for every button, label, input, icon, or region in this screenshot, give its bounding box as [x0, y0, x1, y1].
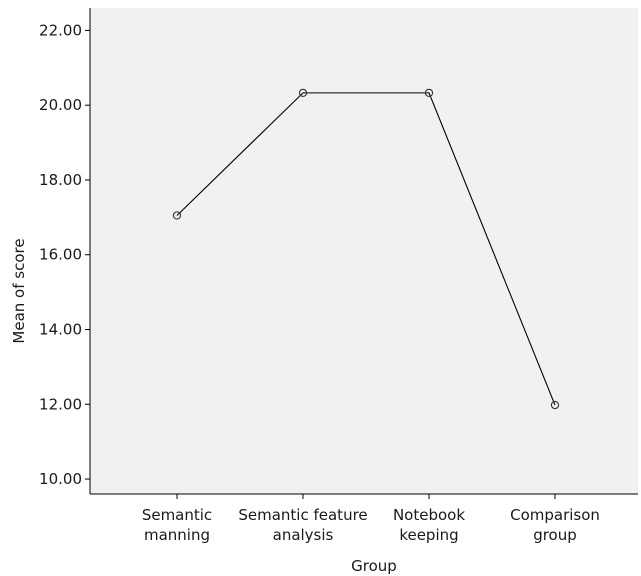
x-category-label: Semantic feature analysis: [238, 506, 367, 544]
series-group: [172, 88, 560, 410]
data-point: [550, 400, 560, 410]
y-tick-label: 22.00: [39, 21, 82, 39]
data-point: [298, 88, 308, 98]
y-axis-title: Mean of score: [10, 238, 28, 343]
x-category-label-line: analysis: [273, 526, 334, 544]
y-tick-label: 16.00: [39, 246, 82, 264]
x-axis-title: Group: [351, 557, 397, 575]
x-category-label-line: Comparison: [510, 506, 600, 524]
x-category-label-line: Semantic: [142, 506, 212, 524]
x-category-label-line: Semantic feature: [238, 506, 367, 524]
x-category-label-line: Notebook: [393, 506, 465, 524]
y-tick-label: 20.00: [39, 96, 82, 114]
y-tick-label: 10.00: [39, 470, 82, 488]
x-category-label-line: manning: [144, 526, 210, 544]
data-point: [172, 211, 182, 220]
y-tick-label: 18.00: [39, 171, 82, 189]
x-category-label: Comparison group: [510, 506, 600, 544]
series-line: [176, 92, 556, 406]
y-axis-ticks: 10.00 12.00 14.00 16.00 18.00 20.00 22.00: [39, 21, 90, 488]
x-category-label-line: group: [533, 526, 577, 544]
plot-area: [90, 8, 638, 494]
y-tick-label: 12.00: [39, 395, 82, 413]
x-category-label-line: keeping: [399, 526, 458, 544]
x-category-label: Notebook keeping: [393, 506, 465, 544]
y-tick-label: 14.00: [39, 321, 82, 339]
x-category-label: Semantic manning: [142, 506, 212, 544]
data-point: [424, 88, 434, 98]
x-axis-ticks: Semantic manning Semantic feature analysis N…: [142, 494, 600, 544]
